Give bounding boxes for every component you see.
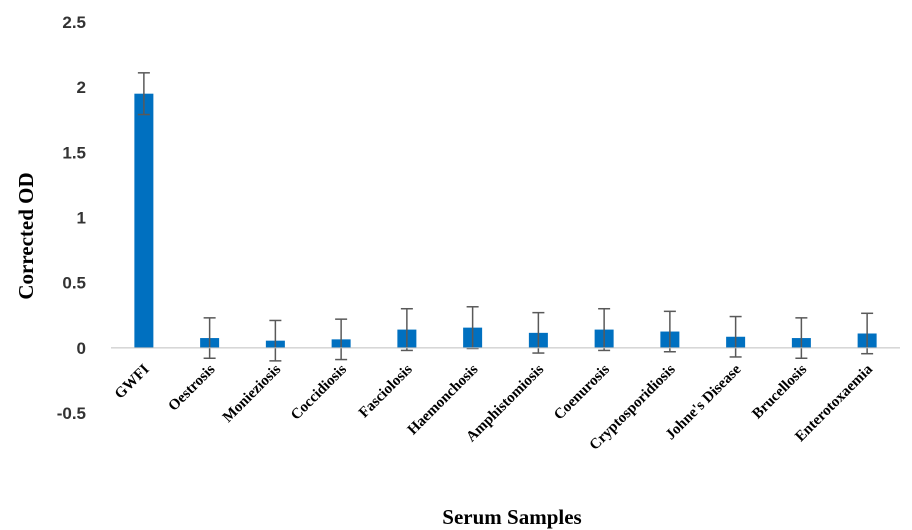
error-bar	[795, 317, 808, 360]
error-bar	[203, 317, 216, 360]
y-tick-label: 2	[77, 78, 86, 97]
x-category-label: Monieziosis	[220, 361, 284, 425]
error-bar	[532, 311, 545, 354]
x-category-label: Coenurosis	[551, 361, 613, 423]
bars-group	[134, 93, 877, 348]
x-category-label: Fasciolosis	[356, 361, 416, 421]
error-bar	[400, 307, 413, 352]
y-tick-label: -0.5	[57, 404, 86, 423]
y-axis-title: Corrected OD	[14, 172, 38, 299]
x-axis-category-labels: GWFI Oestrosis Monieziosis Coccidiosis Fasci…	[112, 361, 876, 453]
x-category-label: GWFI	[112, 361, 153, 402]
error-bar	[137, 72, 150, 116]
x-category-label: Oestrosis	[165, 361, 218, 414]
x-category-label: Coccidiosis	[288, 361, 350, 423]
x-category-label: Brucellosis	[749, 361, 810, 422]
y-axis-ticks: 2.5 2 1.5 1 0.5 0 -0.5	[57, 13, 86, 423]
bar	[134, 93, 154, 348]
error-bars-group	[137, 72, 874, 362]
error-bar	[269, 319, 282, 362]
y-tick-label: 1	[77, 209, 86, 228]
error-bar	[729, 315, 742, 358]
y-tick-label: 1.5	[62, 143, 86, 162]
error-bar	[598, 307, 611, 352]
y-tick-label: 0.5	[62, 274, 86, 293]
error-bar	[663, 310, 676, 353]
y-tick-label: 0	[77, 339, 86, 358]
x-axis-title: Serum Samples	[442, 505, 581, 529]
error-bar	[861, 312, 874, 355]
error-bar	[335, 318, 348, 361]
error-bar	[466, 306, 479, 350]
y-tick-label: 2.5	[62, 13, 86, 32]
